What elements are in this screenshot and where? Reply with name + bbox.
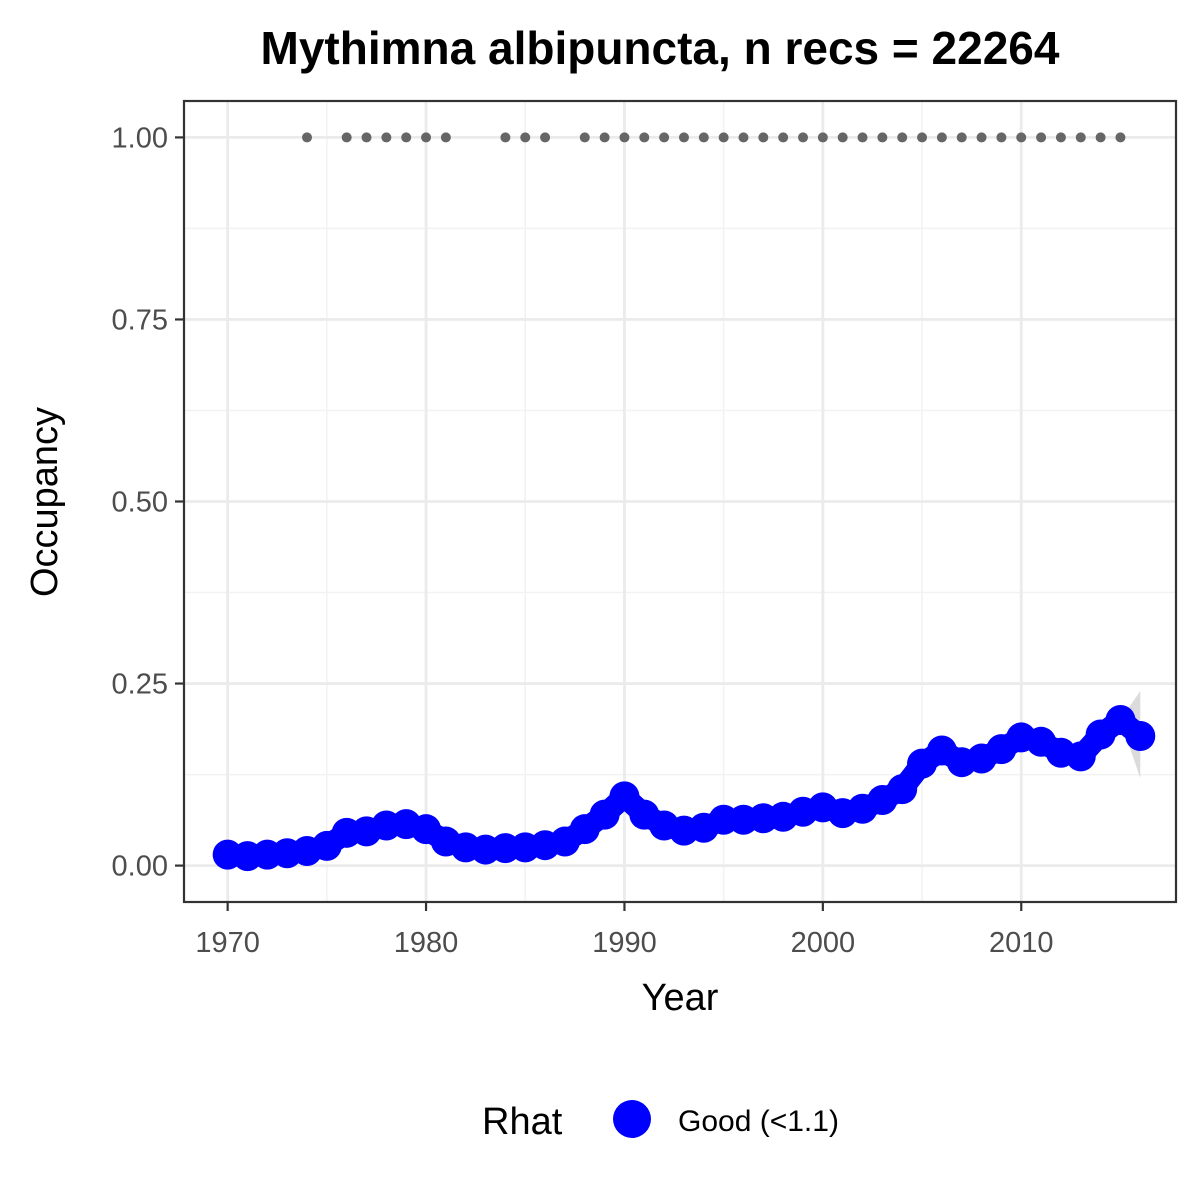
record-dot <box>619 132 630 143</box>
x-tick-label: 1970 <box>195 927 260 959</box>
y-tick-label: 1.00 <box>112 122 168 154</box>
record-dot <box>698 132 709 143</box>
record-dot <box>817 132 828 143</box>
record-dot <box>1095 132 1106 143</box>
legend-title: Rhat <box>482 1101 563 1143</box>
legend-key-good <box>613 1100 651 1138</box>
record-dot <box>917 132 928 143</box>
occupancy-point <box>609 781 640 812</box>
record-dot <box>877 132 888 143</box>
chart-title: Mythimna albipuncta, n recs = 22264 <box>261 22 1060 74</box>
record-dot <box>738 132 749 143</box>
x-tick-label: 1980 <box>394 927 459 959</box>
x-tick-label: 2000 <box>791 927 856 959</box>
record-dot <box>996 132 1007 143</box>
record-dot <box>341 132 352 143</box>
record-dot <box>599 132 610 143</box>
y-tick-label: 0.25 <box>112 669 168 701</box>
y-axis-title: Occupancy <box>24 407 66 597</box>
x-tick-label: 2010 <box>989 927 1054 959</box>
record-dot <box>1075 132 1086 143</box>
occupancy-point <box>1065 741 1096 772</box>
record-dot <box>302 132 313 143</box>
plot-panel <box>182 99 1178 904</box>
x-axis: 1970 1980 1990 2000 2010 <box>195 902 1054 959</box>
occupancy-point <box>589 799 620 830</box>
occupancy-point <box>1125 720 1156 751</box>
record-dot <box>540 132 551 143</box>
record-dot <box>936 132 947 143</box>
record-dot <box>401 132 412 143</box>
y-tick-label: 0.50 <box>112 487 168 519</box>
record-dot <box>639 132 650 143</box>
record-year-dots <box>302 132 1126 143</box>
record-dot <box>857 132 868 143</box>
record-dot <box>361 132 372 143</box>
record-dot <box>1016 132 1027 143</box>
occupancy-point <box>887 774 918 805</box>
record-dot <box>1036 132 1047 143</box>
record-dot <box>421 132 432 143</box>
record-dot <box>440 132 451 143</box>
record-dot <box>1115 132 1126 143</box>
y-tick-label: 0.00 <box>112 851 168 883</box>
record-dot <box>381 132 392 143</box>
record-dot <box>837 132 848 143</box>
record-dot <box>758 132 769 143</box>
x-tick-label: 1990 <box>592 927 657 959</box>
record-dot <box>718 132 729 143</box>
record-dot <box>897 132 908 143</box>
record-dot <box>579 132 590 143</box>
record-dot <box>778 132 789 143</box>
record-dot <box>1055 132 1066 143</box>
record-dot <box>956 132 967 143</box>
record-dot <box>798 132 809 143</box>
record-dot <box>659 132 670 143</box>
record-dot <box>678 132 689 143</box>
record-dot <box>500 132 511 143</box>
y-axis: 0.00 0.25 0.50 0.75 1.00 <box>112 122 184 883</box>
legend-label-good: Good (<1.1) <box>678 1105 839 1138</box>
occupancy-series <box>212 704 1156 872</box>
y-tick-label: 0.75 <box>112 304 168 336</box>
x-axis-title: Year <box>642 977 719 1019</box>
record-dot <box>976 132 987 143</box>
legend: Rhat Good (<1.1) <box>482 1100 839 1143</box>
record-dot <box>520 132 531 143</box>
